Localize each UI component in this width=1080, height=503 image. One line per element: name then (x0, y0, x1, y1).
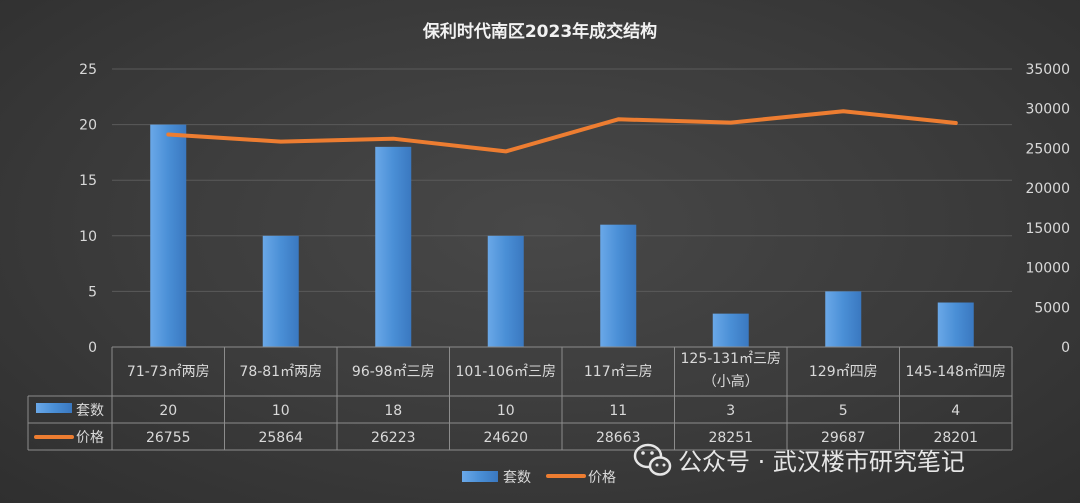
table-value-line: 26755 (146, 430, 191, 446)
bar-2 (262, 235, 299, 347)
table-value-line: 28663 (596, 430, 641, 446)
y-right-tick-label: 25000 (1025, 141, 1070, 157)
table-value-bars: 4 (951, 403, 960, 419)
y-right-tick-label: 10000 (1025, 261, 1070, 277)
y-left-tick-label: 0 (88, 340, 97, 356)
bar-4 (487, 235, 524, 347)
y-left-tick-label: 10 (79, 229, 97, 245)
x-category-label: 117㎡三房 (584, 364, 653, 380)
legend-swatch-bars (462, 471, 498, 482)
chart-title: 保利时代南区2023年成交结构 (422, 21, 657, 42)
x-category-label: 71-73㎡两房 (127, 364, 210, 380)
bar-8 (937, 302, 974, 347)
table-value-bars: 3 (726, 403, 735, 419)
y-right-tick-label: 0 (1061, 340, 1070, 356)
table-value-bars: 20 (159, 403, 177, 419)
table-value-bars: 11 (609, 403, 627, 419)
table-value-line: 25864 (258, 430, 303, 446)
y-left-tick-label: 15 (79, 173, 97, 189)
bar-6 (712, 313, 749, 347)
y-right-tick-label: 30000 (1025, 102, 1070, 118)
price-line (166, 109, 958, 154)
table-value-bars: 5 (839, 403, 848, 419)
watermark-text: 公众号 · 武汉楼市研究笔记 (678, 448, 965, 476)
bar-3 (375, 146, 412, 347)
table-value-line: 29687 (821, 430, 866, 446)
table-value-bars: 18 (384, 403, 402, 419)
legend-label-bars: 套数 (503, 470, 531, 486)
y-right-tick-label: 15000 (1025, 221, 1070, 237)
table-value-bars: 10 (497, 403, 515, 419)
y-left-tick-label: 25 (79, 62, 97, 78)
bar-7 (825, 291, 862, 347)
table-key-bars (36, 403, 72, 413)
x-category-label: 145-148㎡四房 (906, 364, 1007, 380)
y-left-tick-label: 5 (88, 284, 97, 300)
bar-1 (150, 124, 187, 347)
y-right-tick-label: 35000 (1025, 62, 1070, 78)
table-value-line: 28201 (933, 430, 978, 446)
bar-5 (600, 224, 637, 347)
x-category-label: 125-131㎡三房 (681, 351, 782, 367)
table-row-label-bars: 套数 (76, 403, 104, 419)
table-row-label-line: 价格 (76, 430, 104, 446)
x-category-label: 96-98㎡三房 (352, 364, 435, 380)
x-category-label: 129㎡四房 (809, 364, 878, 380)
legend-label-line: 价格 (588, 470, 616, 486)
table-value-line: 26223 (371, 430, 416, 446)
table-value-line: 24620 (483, 430, 528, 446)
y-left-tick-label: 20 (79, 118, 97, 134)
table-value-line: 28251 (708, 430, 753, 446)
x-category-label: 78-81㎡两房 (239, 364, 322, 380)
x-category-label-line2: （小高） (703, 373, 759, 390)
y-right-tick-label: 20000 (1025, 181, 1070, 197)
wechat-icon (633, 443, 672, 476)
table-value-bars: 10 (272, 403, 290, 419)
y-right-tick-label: 5000 (1034, 300, 1070, 316)
x-category-label: 101-106㎡三房 (456, 364, 557, 380)
